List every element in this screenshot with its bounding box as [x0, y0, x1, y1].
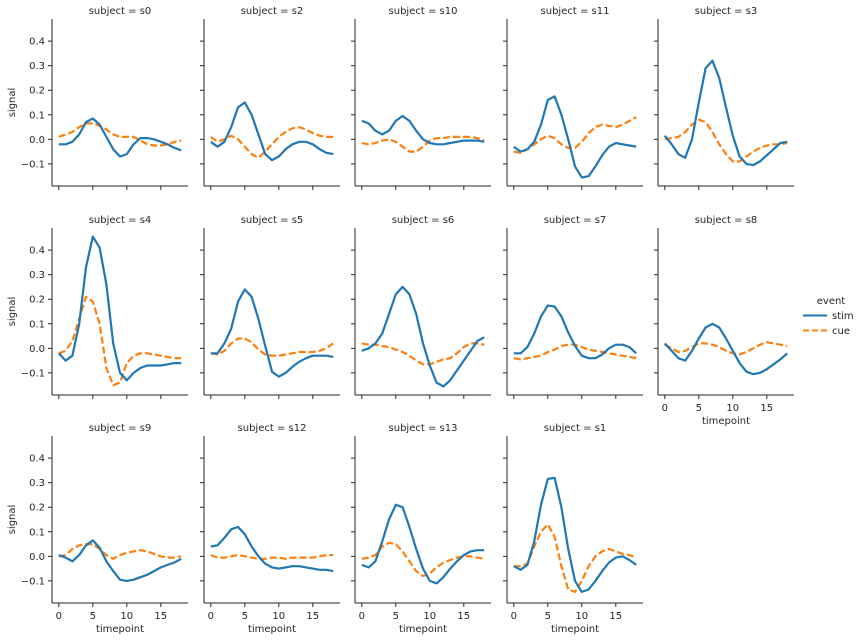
- x-axis-label: timepoint: [399, 624, 447, 635]
- x-tick-label: 10: [272, 611, 285, 622]
- series-line-stim: [361, 503, 485, 585]
- facet-title: subject = s13: [389, 423, 458, 434]
- series-line-stim: [361, 285, 485, 388]
- series-line-cue: [58, 542, 182, 560]
- x-axis-label: timepoint: [551, 624, 599, 635]
- facet-title: subject = s4: [89, 215, 152, 226]
- y-tick-label: 0.0: [29, 344, 45, 355]
- series-line-stim: [210, 525, 334, 573]
- series-line-stim: [513, 304, 637, 360]
- x-axis-label: timepoint: [96, 624, 144, 635]
- series-line-cue: [210, 553, 334, 560]
- x-tick-label: 0: [662, 403, 668, 414]
- y-tick-label: 0.1: [29, 319, 45, 330]
- facet-title: subject = s10: [389, 6, 458, 17]
- x-tick-label: 10: [575, 611, 588, 622]
- facet-title: subject = s7: [544, 215, 607, 226]
- facet-title: subject = s5: [241, 215, 304, 226]
- series-line-stim: [513, 95, 637, 179]
- facet-title: subject = s3: [695, 6, 758, 17]
- series-line-stim: [361, 114, 485, 146]
- y-tick-label: 0.4: [29, 454, 45, 465]
- series-line-stim: [58, 117, 182, 158]
- y-tick-label: −0.1: [21, 576, 45, 587]
- x-tick-label: 15: [457, 611, 470, 622]
- series-line-stim: [663, 59, 788, 167]
- series-line-cue: [210, 337, 334, 357]
- x-tick-label: 0: [208, 611, 214, 622]
- x-axis-label: timepoint: [248, 624, 296, 635]
- x-tick-label: 15: [154, 611, 167, 622]
- series-line-stim: [513, 476, 637, 594]
- x-tick-label: 15: [306, 611, 319, 622]
- x-tick-label: 15: [760, 403, 773, 414]
- legend-label: cue: [832, 326, 850, 337]
- x-tick-label: 15: [609, 611, 622, 622]
- x-tick-label: 5: [696, 403, 702, 414]
- y-tick-label: 0.3: [29, 270, 45, 281]
- y-tick-label: 0.0: [29, 135, 45, 146]
- x-tick-label: 5: [393, 611, 399, 622]
- x-tick-label: 5: [545, 611, 551, 622]
- y-tick-label: 0.2: [29, 503, 45, 514]
- series-line-stim: [663, 322, 788, 376]
- x-tick-label: 10: [726, 403, 739, 414]
- y-tick-label: 0.4: [29, 37, 45, 48]
- series-line-stim: [58, 539, 182, 583]
- facet-title: subject = s11: [541, 6, 610, 17]
- x-axis-label: timepoint: [702, 416, 750, 427]
- series-line-cue: [361, 135, 485, 153]
- facet-title: subject = s9: [89, 423, 152, 434]
- y-tick-label: 0.4: [29, 246, 45, 257]
- x-tick-label: 10: [120, 611, 133, 622]
- facet-title: subject = s1: [544, 423, 607, 434]
- legend-label: stim: [832, 311, 854, 322]
- series-line-stim: [57, 235, 182, 382]
- series-line-cue: [210, 125, 334, 159]
- legend-title: event: [817, 296, 846, 307]
- series-line-cue: [664, 118, 788, 163]
- x-tick-label: 0: [359, 611, 365, 622]
- series-line-cue: [664, 341, 788, 356]
- y-tick-label: −0.1: [21, 159, 45, 170]
- series-line-cue: [361, 342, 485, 366]
- x-tick-label: 0: [56, 611, 62, 622]
- x-tick-label: 10: [423, 611, 436, 622]
- facet-title: subject = s2: [241, 6, 304, 17]
- x-tick-label: 5: [242, 611, 248, 622]
- y-tick-label: 0.0: [29, 552, 45, 563]
- y-tick-label: 0.2: [29, 295, 45, 306]
- facet-title: subject = s0: [89, 6, 152, 17]
- facet-title: subject = s12: [238, 423, 307, 434]
- y-tick-label: 0.1: [29, 527, 45, 538]
- facet-title: subject = s8: [695, 215, 758, 226]
- series-line-stim: [210, 288, 334, 378]
- y-axis-label: signal: [7, 297, 18, 327]
- y-axis-label: signal: [7, 505, 18, 535]
- facet-title: subject = s6: [392, 215, 455, 226]
- x-tick-label: 5: [90, 611, 96, 622]
- y-tick-label: 0.3: [29, 478, 45, 489]
- y-tick-label: −0.1: [21, 368, 45, 379]
- x-tick-label: 0: [511, 611, 517, 622]
- series-line-cue: [361, 541, 485, 578]
- series-line-stim: [210, 101, 334, 162]
- y-tick-label: 0.1: [29, 110, 45, 121]
- series-line-cue: [58, 122, 182, 147]
- series-line-cue: [513, 116, 637, 154]
- series-line-cue: [513, 523, 637, 594]
- y-axis-label: signal: [7, 88, 18, 118]
- y-tick-label: 0.3: [29, 61, 45, 72]
- y-tick-label: 0.2: [29, 86, 45, 97]
